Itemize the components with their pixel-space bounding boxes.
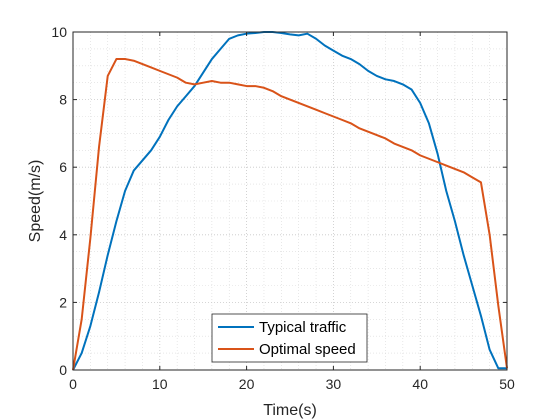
legend-label-optimal-speed: Optimal speed (259, 341, 356, 358)
x-tick-label: 40 (412, 376, 428, 392)
axis-ticks (72, 31, 508, 371)
legend-box (211, 313, 368, 363)
y-axis-title: Speed(m/s) (27, 160, 44, 243)
y-tick-label: 2 (59, 294, 67, 310)
plot-frame (72, 31, 508, 371)
x-tick-label: 50 (499, 376, 515, 392)
legend-label-typical-traffic: Typical traffic (259, 319, 347, 336)
y-tick-label: 10 (51, 24, 67, 40)
y-tick-label: 8 (59, 92, 67, 108)
series-line-typical-traffic (72, 31, 507, 371)
y-tick-label: 6 (59, 159, 67, 175)
x-tick-label: 0 (69, 376, 77, 392)
y-tick-label: 0 (59, 362, 67, 378)
x-tick-labels: 0 10 20 30 40 50 (69, 376, 515, 392)
series-line-optimal-speed (72, 58, 508, 371)
y-tick-labels: 0 2 4 6 8 10 (51, 24, 67, 378)
legend: Typical traffic Optimal speed (211, 313, 368, 363)
x-tick-label: 10 (152, 376, 168, 392)
x-tick-label: 20 (239, 376, 255, 392)
y-tick-label: 4 (59, 227, 67, 243)
x-tick-label: 30 (326, 376, 342, 392)
x-axis-title: Time(s) (263, 402, 317, 419)
series-layer (72, 31, 508, 371)
